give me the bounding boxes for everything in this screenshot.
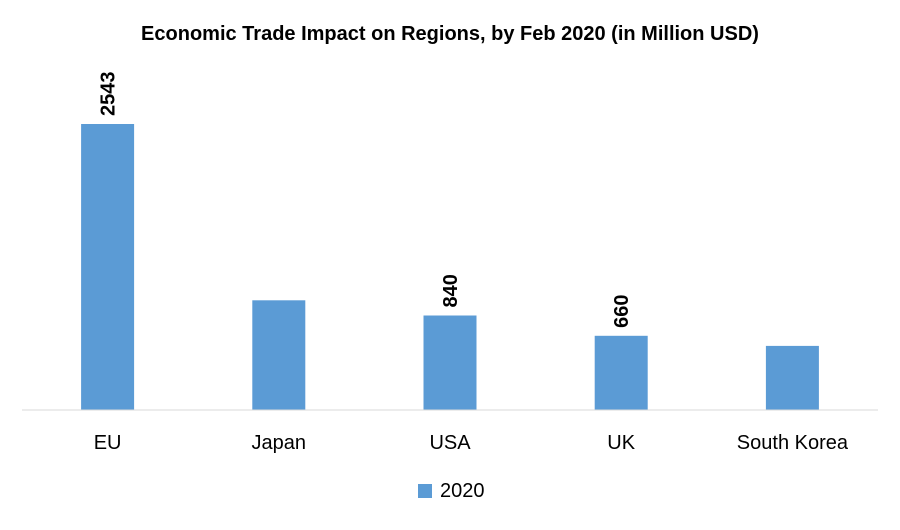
- x-tick-label: South Korea: [737, 432, 849, 454]
- x-tick-label: UK: [607, 432, 635, 454]
- bar-eu: [81, 124, 135, 410]
- data-label: 2543: [98, 71, 120, 116]
- data-label: 840: [440, 274, 462, 307]
- x-tick-label: USA: [429, 432, 471, 454]
- legend-swatch: [418, 484, 432, 498]
- bar-south-korea: [765, 345, 819, 410]
- legend: 2020: [418, 480, 485, 502]
- bars-layer: [81, 124, 819, 410]
- bar-japan: [252, 300, 306, 410]
- x-tick-label: EU: [94, 432, 122, 454]
- bar-usa: [423, 315, 477, 410]
- x-tick-label: Japan: [252, 432, 307, 454]
- chart-title: Economic Trade Impact on Regions, by Feb…: [141, 23, 759, 45]
- labels-layer: EU 2543 Japan USA 840 UK 660 South Korea: [94, 71, 849, 454]
- bar-uk: [594, 335, 648, 410]
- data-label: 660: [611, 294, 633, 327]
- legend-label: 2020: [440, 480, 485, 502]
